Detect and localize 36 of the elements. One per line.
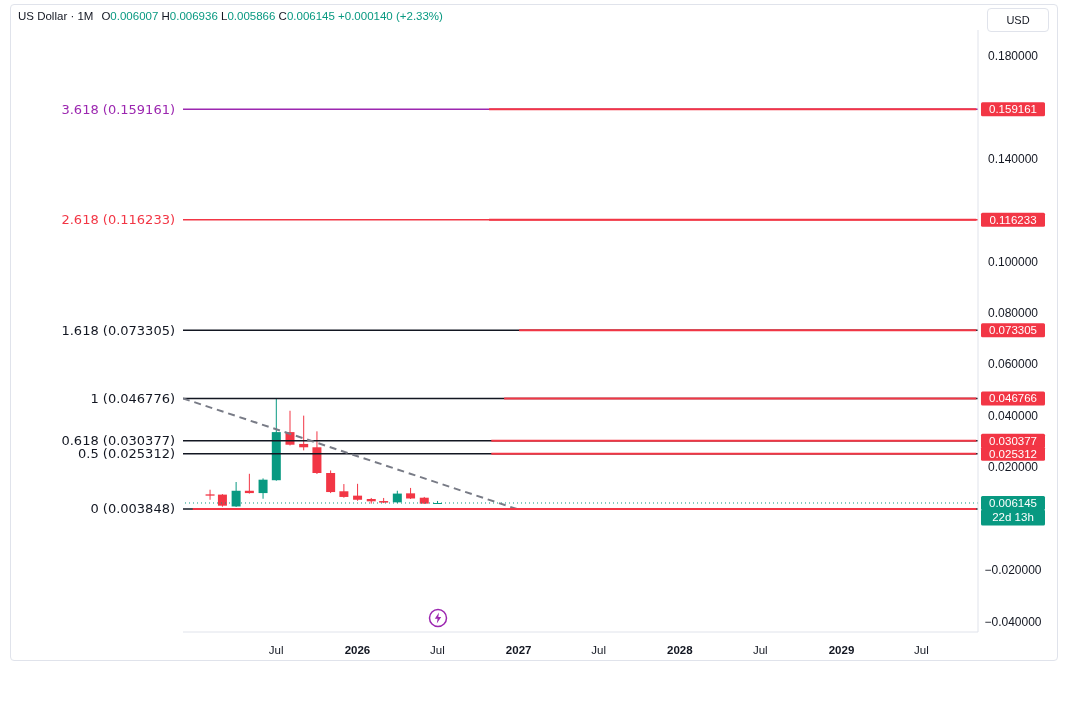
y-tick-label: 0.040000 <box>987 408 1039 423</box>
ref-line-label: 0.5 (0.025312) <box>78 446 175 462</box>
y-tick-label: 0.100000 <box>987 254 1039 269</box>
text: 0.006145 <box>989 496 1037 509</box>
x-tick-label: Jul <box>591 644 606 656</box>
ref-line-label: 0.618 (0.030377) <box>61 433 175 449</box>
x-tick-label: 2027 <box>505 644 532 656</box>
data-label: 0.073305 <box>989 324 1037 337</box>
data-label: 0.116233 <box>989 213 1037 226</box>
x-tick-label: Jul <box>268 644 284 656</box>
y-axis-title: USD <box>987 8 1049 32</box>
data-label: 0.046766 <box>989 392 1037 405</box>
y-tick-label: 0.020000 <box>987 460 1039 475</box>
x-tick-label: 2029 <box>828 644 855 656</box>
data-label: 0.030377 <box>989 434 1037 447</box>
ref-line-label: 0 (0.003848) <box>90 501 175 517</box>
y-tick-label: 0.060000 <box>987 357 1039 372</box>
y-tick-label: −0.020000 <box>984 563 1042 578</box>
x-tick-label: 2026 <box>344 644 371 656</box>
ref-line-label: 1 (0.046776) <box>90 390 175 406</box>
x-tick-label: 2028 <box>667 644 694 656</box>
text: US Dollar · 1M <box>18 10 94 22</box>
y-tick-label: 0.180000 <box>987 48 1039 63</box>
ref-line-label: 1.618 (0.073305) <box>61 322 175 338</box>
ref-line-label: 3.618 (0.159161) <box>61 101 175 117</box>
chart-subtitle: O0.006007 H0.006936 L0.005866 C0.006145 +0.000140 (+2.33%) <box>101 10 443 22</box>
y-tick-label: 0.080000 <box>987 305 1039 320</box>
x-tick-label: Jul <box>752 644 768 656</box>
y-tick-label: 0.140000 <box>987 151 1039 166</box>
ref-line-label: 22d 13h <box>992 511 1034 524</box>
x-tick-label: Jul <box>914 644 929 656</box>
data-label: 0.159161 <box>989 103 1037 116</box>
x-tick-label: Jul <box>430 644 445 656</box>
y-tick-label: −0.040000 <box>984 614 1042 629</box>
ref-line-label: 2.618 (0.116233) <box>61 212 175 228</box>
data-label: 0.025312 <box>989 447 1037 460</box>
